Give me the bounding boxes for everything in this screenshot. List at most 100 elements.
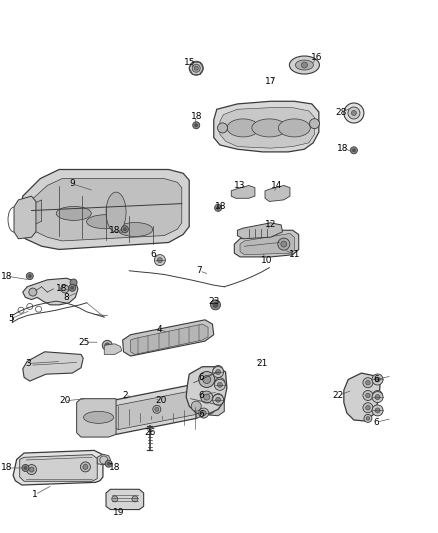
- Polygon shape: [14, 196, 36, 239]
- Text: 18: 18: [191, 112, 202, 120]
- Circle shape: [373, 406, 382, 415]
- Circle shape: [124, 228, 126, 231]
- Ellipse shape: [278, 119, 311, 137]
- Circle shape: [26, 272, 33, 280]
- Circle shape: [192, 64, 200, 72]
- Text: 5: 5: [8, 314, 14, 323]
- Text: 2: 2: [122, 391, 127, 400]
- Polygon shape: [23, 352, 83, 381]
- Polygon shape: [97, 454, 110, 465]
- Circle shape: [102, 341, 112, 350]
- Circle shape: [201, 391, 213, 403]
- Circle shape: [310, 119, 319, 128]
- Polygon shape: [240, 233, 294, 255]
- Circle shape: [375, 394, 380, 400]
- Circle shape: [375, 377, 380, 382]
- Circle shape: [199, 372, 215, 387]
- Circle shape: [215, 378, 225, 387]
- Circle shape: [366, 381, 370, 385]
- Circle shape: [27, 465, 36, 474]
- Circle shape: [70, 279, 77, 286]
- Circle shape: [215, 396, 221, 401]
- Circle shape: [353, 149, 355, 152]
- Polygon shape: [123, 320, 214, 356]
- Circle shape: [71, 286, 74, 289]
- Polygon shape: [104, 344, 122, 354]
- Circle shape: [204, 394, 210, 400]
- Ellipse shape: [227, 119, 259, 137]
- Circle shape: [207, 408, 212, 413]
- Text: 28: 28: [335, 109, 346, 117]
- Circle shape: [212, 367, 224, 377]
- Text: 22: 22: [332, 391, 344, 400]
- Polygon shape: [106, 489, 144, 510]
- Circle shape: [154, 255, 166, 265]
- Text: 18: 18: [109, 226, 120, 235]
- Text: 26: 26: [144, 429, 155, 437]
- Text: 16: 16: [311, 53, 322, 62]
- Polygon shape: [77, 399, 116, 437]
- Polygon shape: [131, 324, 208, 354]
- Circle shape: [194, 66, 198, 70]
- Circle shape: [213, 366, 223, 375]
- Polygon shape: [220, 108, 314, 148]
- Circle shape: [372, 405, 383, 416]
- Text: 3: 3: [25, 359, 32, 368]
- Circle shape: [213, 302, 218, 308]
- Text: 13: 13: [234, 181, 246, 190]
- Circle shape: [375, 377, 380, 382]
- Circle shape: [215, 204, 222, 212]
- Text: 6: 6: [198, 373, 205, 382]
- Polygon shape: [13, 450, 103, 485]
- Polygon shape: [23, 278, 78, 305]
- Circle shape: [201, 393, 213, 405]
- Polygon shape: [196, 381, 214, 418]
- Circle shape: [105, 460, 112, 467]
- Circle shape: [132, 496, 138, 502]
- Text: 18: 18: [1, 464, 12, 472]
- Circle shape: [348, 107, 360, 119]
- Polygon shape: [18, 169, 189, 249]
- Text: 6: 6: [374, 375, 380, 384]
- Text: 18: 18: [337, 144, 348, 152]
- Ellipse shape: [87, 215, 124, 229]
- Polygon shape: [231, 185, 255, 198]
- Circle shape: [107, 462, 110, 465]
- Circle shape: [193, 122, 200, 129]
- Polygon shape: [344, 373, 380, 421]
- Text: 4: 4: [157, 325, 162, 334]
- Circle shape: [155, 407, 159, 411]
- Circle shape: [195, 124, 198, 127]
- Polygon shape: [214, 101, 319, 152]
- Polygon shape: [27, 200, 42, 228]
- Ellipse shape: [56, 206, 91, 221]
- Circle shape: [372, 374, 383, 385]
- Circle shape: [217, 206, 219, 209]
- Circle shape: [153, 405, 161, 414]
- Text: 18: 18: [215, 203, 227, 211]
- Ellipse shape: [290, 56, 319, 74]
- Text: 18: 18: [109, 464, 120, 472]
- Text: 12: 12: [265, 221, 276, 229]
- Polygon shape: [205, 378, 224, 416]
- Circle shape: [350, 147, 357, 154]
- Circle shape: [22, 464, 29, 472]
- Circle shape: [212, 394, 224, 405]
- Circle shape: [366, 393, 370, 398]
- Circle shape: [217, 382, 223, 387]
- Text: 6: 6: [374, 418, 380, 426]
- Text: 11: 11: [289, 251, 300, 259]
- Text: 20: 20: [155, 397, 167, 405]
- Text: 17: 17: [265, 77, 276, 85]
- Circle shape: [189, 61, 203, 75]
- Circle shape: [375, 408, 380, 413]
- Circle shape: [191, 401, 201, 411]
- Circle shape: [375, 408, 380, 413]
- Circle shape: [29, 288, 37, 296]
- Circle shape: [218, 123, 227, 133]
- Circle shape: [366, 406, 370, 410]
- Circle shape: [364, 414, 372, 423]
- Circle shape: [205, 406, 213, 415]
- Polygon shape: [109, 384, 205, 434]
- Circle shape: [363, 391, 373, 400]
